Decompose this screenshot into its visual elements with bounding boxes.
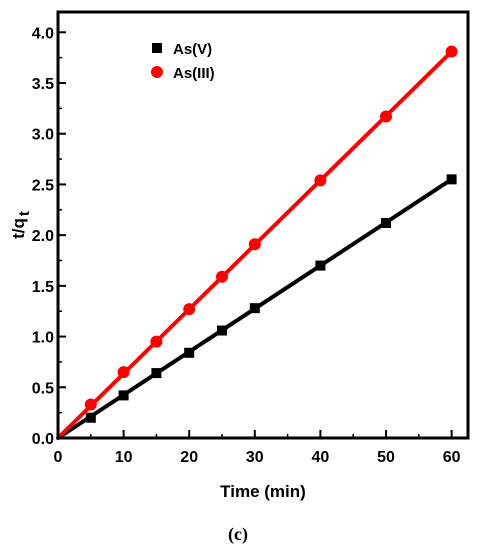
series-as-v-point [118,390,129,401]
series-as-iii-point [314,174,327,187]
x-tick-label: 50 [377,449,395,466]
series-as-iii-point [183,303,196,316]
y-tick-label: 1.0 [32,330,54,347]
legend-label-as-iii: As(III) [173,65,215,82]
figure-caption: (c) [228,524,248,545]
series-as-v-point [315,260,326,271]
y-tick-label: 0.0 [32,431,54,448]
x-tick-label: 40 [312,449,330,466]
y-tick-label: 3.0 [32,127,54,144]
y-tick-label: 2.5 [32,177,54,194]
series-as-v-point [217,325,227,336]
ticks-layer: 0 10 20 30 40 50 60 0.0 0.5 1.0 1.5 2.0 2.5 3.0 3.5 4.0 [32,25,461,466]
y-axis-label-subscript: t [16,211,33,216]
legend-marker-as-v [152,43,162,53]
y-tick-label: 1.5 [32,279,54,296]
x-tick-label: 60 [443,449,461,466]
legend: As(V) As(III) [151,41,215,82]
y-tick-label: 0.5 [32,380,54,397]
series-as-iii-point [445,45,458,58]
y-axis-label-main: t/q [9,218,28,239]
series-as-iii-point [216,270,228,283]
marks-layer [56,45,458,440]
y-tick-label: 2.0 [32,228,54,245]
series-as-v-point [151,368,162,379]
series-as-v-point [85,412,96,423]
series-as-iii-point [84,398,97,411]
x-tick-label: 20 [180,449,198,466]
series-as-iii-point [380,110,392,123]
legend-label-as-v: As(V) [173,41,212,58]
series-as-v-point [249,303,260,314]
x-tick-label: 30 [246,449,264,466]
x-tick-label: 0 [54,449,63,466]
series-as-iii-point [150,335,163,348]
series-as-iii-point [248,238,261,251]
series-as-v-point [446,174,457,185]
x-axis-label: Time (min) [220,482,306,501]
series-as-v-point [184,347,195,358]
x-tick-label: 10 [115,449,133,466]
y-tick-label: 3.5 [32,76,54,93]
y-axis-label: t/q t [9,211,33,239]
plot-frame [56,10,470,440]
series-as-v-point [381,217,391,228]
y-tick-label: 4.0 [32,25,54,42]
legend-marker-as-iii [151,66,163,78]
series-as-iii-point [117,366,130,379]
